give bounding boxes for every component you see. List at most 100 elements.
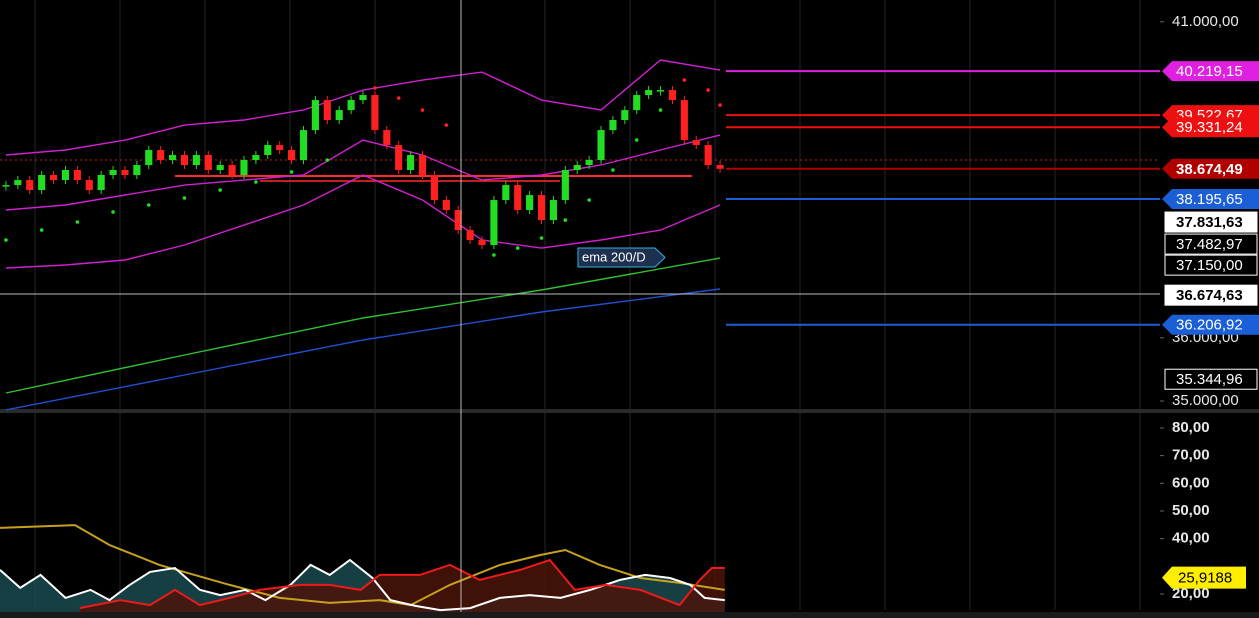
- price-tag-box: [1164, 233, 1258, 255]
- candle: [97, 175, 105, 191]
- candle: [133, 165, 141, 176]
- oscillator-line: [79, 558, 725, 610]
- y-tick-label: 60,00: [1172, 474, 1210, 491]
- candle: [621, 110, 629, 121]
- candle: [121, 170, 129, 176]
- candle: [585, 160, 593, 166]
- candle: [549, 200, 557, 221]
- candle: [490, 200, 498, 246]
- candle: [454, 210, 462, 231]
- candle: [252, 155, 260, 161]
- value-tag-label: 25,9188: [1178, 570, 1232, 587]
- oscillator-line: [0, 558, 725, 612]
- candle: [157, 150, 165, 161]
- candle: [561, 170, 569, 201]
- candle: [407, 155, 415, 171]
- candle: [228, 165, 236, 176]
- candle: [371, 95, 379, 131]
- candle: [680, 100, 688, 141]
- candle: [288, 150, 296, 161]
- candle: [633, 95, 641, 111]
- indicator-line: [5, 59, 721, 156]
- price-tag-box: [1162, 314, 1259, 335]
- series-label-box: [577, 247, 666, 268]
- y-tick-label: 40,00: [1172, 530, 1210, 547]
- candle: [192, 155, 200, 166]
- candle: [430, 175, 438, 201]
- indicator-line: [5, 257, 721, 394]
- sar-dot: [539, 236, 544, 240]
- plot-layer: 41.000,0036.000,0035.000,0040.219,1539.5…: [0, 13, 1259, 612]
- candle: [442, 200, 450, 211]
- candle: [514, 185, 522, 211]
- candle: [716, 165, 724, 169]
- price-tag-box: [1162, 158, 1259, 179]
- oscillator-area: [79, 560, 725, 612]
- candle: [466, 230, 474, 241]
- y-tick-label: 80,00: [1172, 419, 1210, 436]
- price-tag-label: 37.150,00: [1176, 257, 1243, 274]
- candle: [656, 90, 665, 92]
- candle: [418, 155, 427, 176]
- candle: [383, 130, 391, 146]
- candle: [38, 175, 46, 191]
- series-label-text: ema 200/D: [582, 249, 646, 264]
- sar-dot: [396, 96, 401, 100]
- candle: [240, 160, 248, 176]
- sar-dot: [325, 158, 330, 162]
- candle: [14, 180, 22, 186]
- candle: [645, 90, 653, 96]
- sar-dot: [634, 138, 639, 142]
- candle: [692, 140, 700, 146]
- sar-dot: [254, 180, 258, 184]
- sar-dot: [706, 88, 710, 92]
- price-tag-box: [1164, 284, 1258, 306]
- y-tick-label: 20,00: [1172, 585, 1210, 602]
- candle: [478, 240, 486, 246]
- candle: [85, 180, 93, 191]
- sar-dot: [682, 78, 687, 82]
- candle: [537, 195, 546, 221]
- sar-dot: [182, 196, 187, 200]
- sar-dot: [39, 228, 44, 232]
- candle: [347, 100, 355, 111]
- price-tag-label: 40.219,15: [1176, 63, 1243, 80]
- y-tick-label: 41.000,00: [1172, 13, 1239, 30]
- sar-dot: [515, 246, 520, 250]
- candle: [264, 145, 272, 156]
- candle: [61, 170, 70, 181]
- candle: [335, 110, 343, 121]
- indicator-line: [5, 134, 721, 211]
- price-tag-box: [1164, 254, 1258, 276]
- sar-dot: [373, 86, 377, 90]
- bottom-bar: [0, 612, 1259, 618]
- sar-dot: [563, 218, 568, 222]
- price-tag-label: 35.344,96: [1176, 371, 1243, 388]
- sar-dot: [611, 168, 615, 172]
- sar-dot: [420, 108, 425, 112]
- candle: [526, 195, 534, 211]
- sar-dot: [289, 170, 294, 174]
- sar-dot: [218, 188, 222, 192]
- y-tick-label: 35.000,00: [1172, 392, 1239, 409]
- candle: [573, 165, 581, 171]
- sar-dot: [111, 210, 115, 214]
- candle: [109, 170, 117, 176]
- candle: [609, 120, 617, 131]
- price-tag-box: [1162, 61, 1259, 82]
- sar-dot: [658, 108, 663, 112]
- candle: [323, 100, 331, 121]
- candle: [502, 185, 510, 201]
- candle: [299, 130, 308, 161]
- candle: [311, 100, 319, 131]
- candle: [204, 155, 212, 171]
- indicator-line: [5, 288, 721, 411]
- panel-separator: [0, 409, 1259, 413]
- candle: [73, 170, 81, 181]
- candle: [26, 180, 34, 191]
- candle: [704, 145, 712, 166]
- sar-dot: [587, 198, 591, 202]
- price-tag-label: 37.831,63: [1176, 214, 1243, 231]
- price-tag-box: [1162, 189, 1259, 210]
